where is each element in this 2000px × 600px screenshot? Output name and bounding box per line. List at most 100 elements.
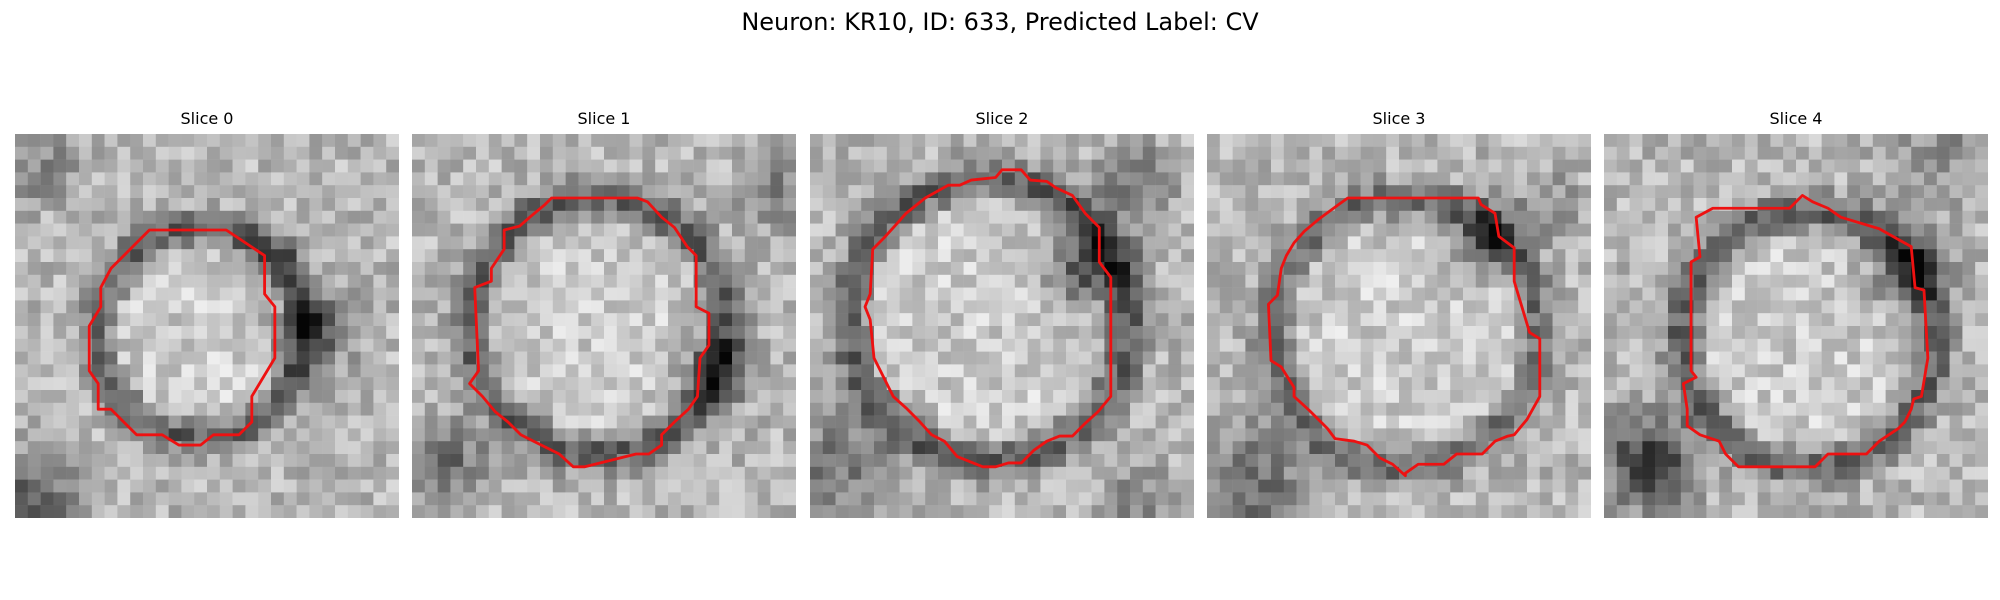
pixel — [680, 146, 694, 160]
pixel — [1872, 338, 1886, 352]
pixel — [925, 313, 939, 327]
pixel — [1245, 185, 1259, 199]
pixel — [1322, 262, 1336, 276]
pixel — [130, 300, 144, 314]
pixel — [1885, 172, 1899, 186]
pixel — [1437, 428, 1451, 442]
pixel — [53, 505, 67, 518]
pixel — [1258, 377, 1272, 391]
pixel — [848, 223, 862, 237]
pixel — [437, 198, 451, 212]
pixel — [1411, 364, 1425, 378]
pixel — [835, 262, 849, 276]
pixel — [1130, 146, 1144, 160]
pixel — [604, 390, 618, 404]
pixel — [719, 185, 733, 199]
pixel — [552, 172, 566, 186]
pixel — [1847, 313, 1861, 327]
pixel — [1475, 300, 1489, 314]
pixel — [1207, 185, 1221, 199]
pixel — [1475, 223, 1489, 237]
pixel — [1629, 185, 1643, 199]
pixel — [168, 377, 182, 391]
pixel — [1770, 159, 1784, 173]
pixel — [861, 134, 875, 148]
pixel — [1834, 313, 1848, 327]
pixel — [1693, 159, 1707, 173]
pixel — [1437, 134, 1451, 148]
pixel — [1424, 492, 1438, 506]
pixel — [1872, 262, 1886, 276]
pixel — [1642, 313, 1656, 327]
pixel — [668, 492, 682, 506]
pixel — [874, 262, 888, 276]
pixel — [514, 249, 528, 263]
pixel — [1975, 338, 1988, 352]
pixel — [1463, 274, 1477, 288]
pixel — [130, 313, 144, 327]
pixel — [258, 185, 272, 199]
pixel — [1757, 262, 1771, 276]
pixel — [1271, 249, 1285, 263]
pixel — [1475, 377, 1489, 391]
pixel — [130, 479, 144, 493]
pixel — [1898, 454, 1912, 468]
pixel — [527, 146, 541, 160]
pixel — [412, 134, 426, 148]
pixel — [989, 466, 1003, 480]
pixel — [540, 338, 554, 352]
pixel — [1463, 364, 1477, 378]
pixel — [1207, 351, 1221, 365]
pixel — [1732, 505, 1746, 518]
pixel — [1552, 313, 1566, 327]
pixel — [1514, 185, 1528, 199]
pixel — [1219, 428, 1233, 442]
pixel — [1142, 390, 1156, 404]
pixel — [1706, 274, 1720, 288]
pixel — [861, 505, 875, 518]
pixel — [604, 402, 618, 416]
pixel — [706, 210, 720, 224]
pixel — [1014, 377, 1028, 391]
pixel — [1501, 172, 1515, 186]
pixel — [1463, 249, 1477, 263]
pixel — [591, 146, 605, 160]
pixel — [181, 249, 195, 263]
pixel — [501, 454, 515, 468]
pixel — [732, 377, 746, 391]
pixel — [578, 377, 592, 391]
pixel — [1168, 428, 1182, 442]
pixel — [1911, 338, 1925, 352]
pixel — [1847, 146, 1861, 160]
pixel — [1283, 210, 1297, 224]
pixel — [925, 287, 939, 301]
pixel — [130, 287, 144, 301]
pixel — [1847, 198, 1861, 212]
pixel — [552, 146, 566, 160]
pixel — [1872, 249, 1886, 263]
pixel — [463, 428, 477, 442]
pixel — [1488, 326, 1502, 340]
pixel — [1283, 479, 1297, 493]
pixel — [1091, 172, 1105, 186]
pixel — [347, 300, 361, 314]
pixel — [79, 479, 93, 493]
pixel — [1668, 377, 1682, 391]
pixel — [1885, 326, 1899, 340]
pixel — [989, 402, 1003, 416]
pixel — [1757, 479, 1771, 493]
pixel — [1539, 377, 1553, 391]
pixel — [1207, 274, 1221, 288]
pixel — [1860, 287, 1874, 301]
pixel — [66, 300, 80, 314]
pixel — [783, 198, 796, 212]
pixel — [1911, 505, 1925, 518]
pixel — [450, 505, 464, 518]
pixel — [1296, 428, 1310, 442]
pixel — [565, 274, 579, 288]
pixel — [386, 415, 399, 429]
pixel — [1872, 300, 1886, 314]
pixel — [53, 454, 67, 468]
pixel — [245, 274, 259, 288]
pixel — [1207, 364, 1221, 378]
